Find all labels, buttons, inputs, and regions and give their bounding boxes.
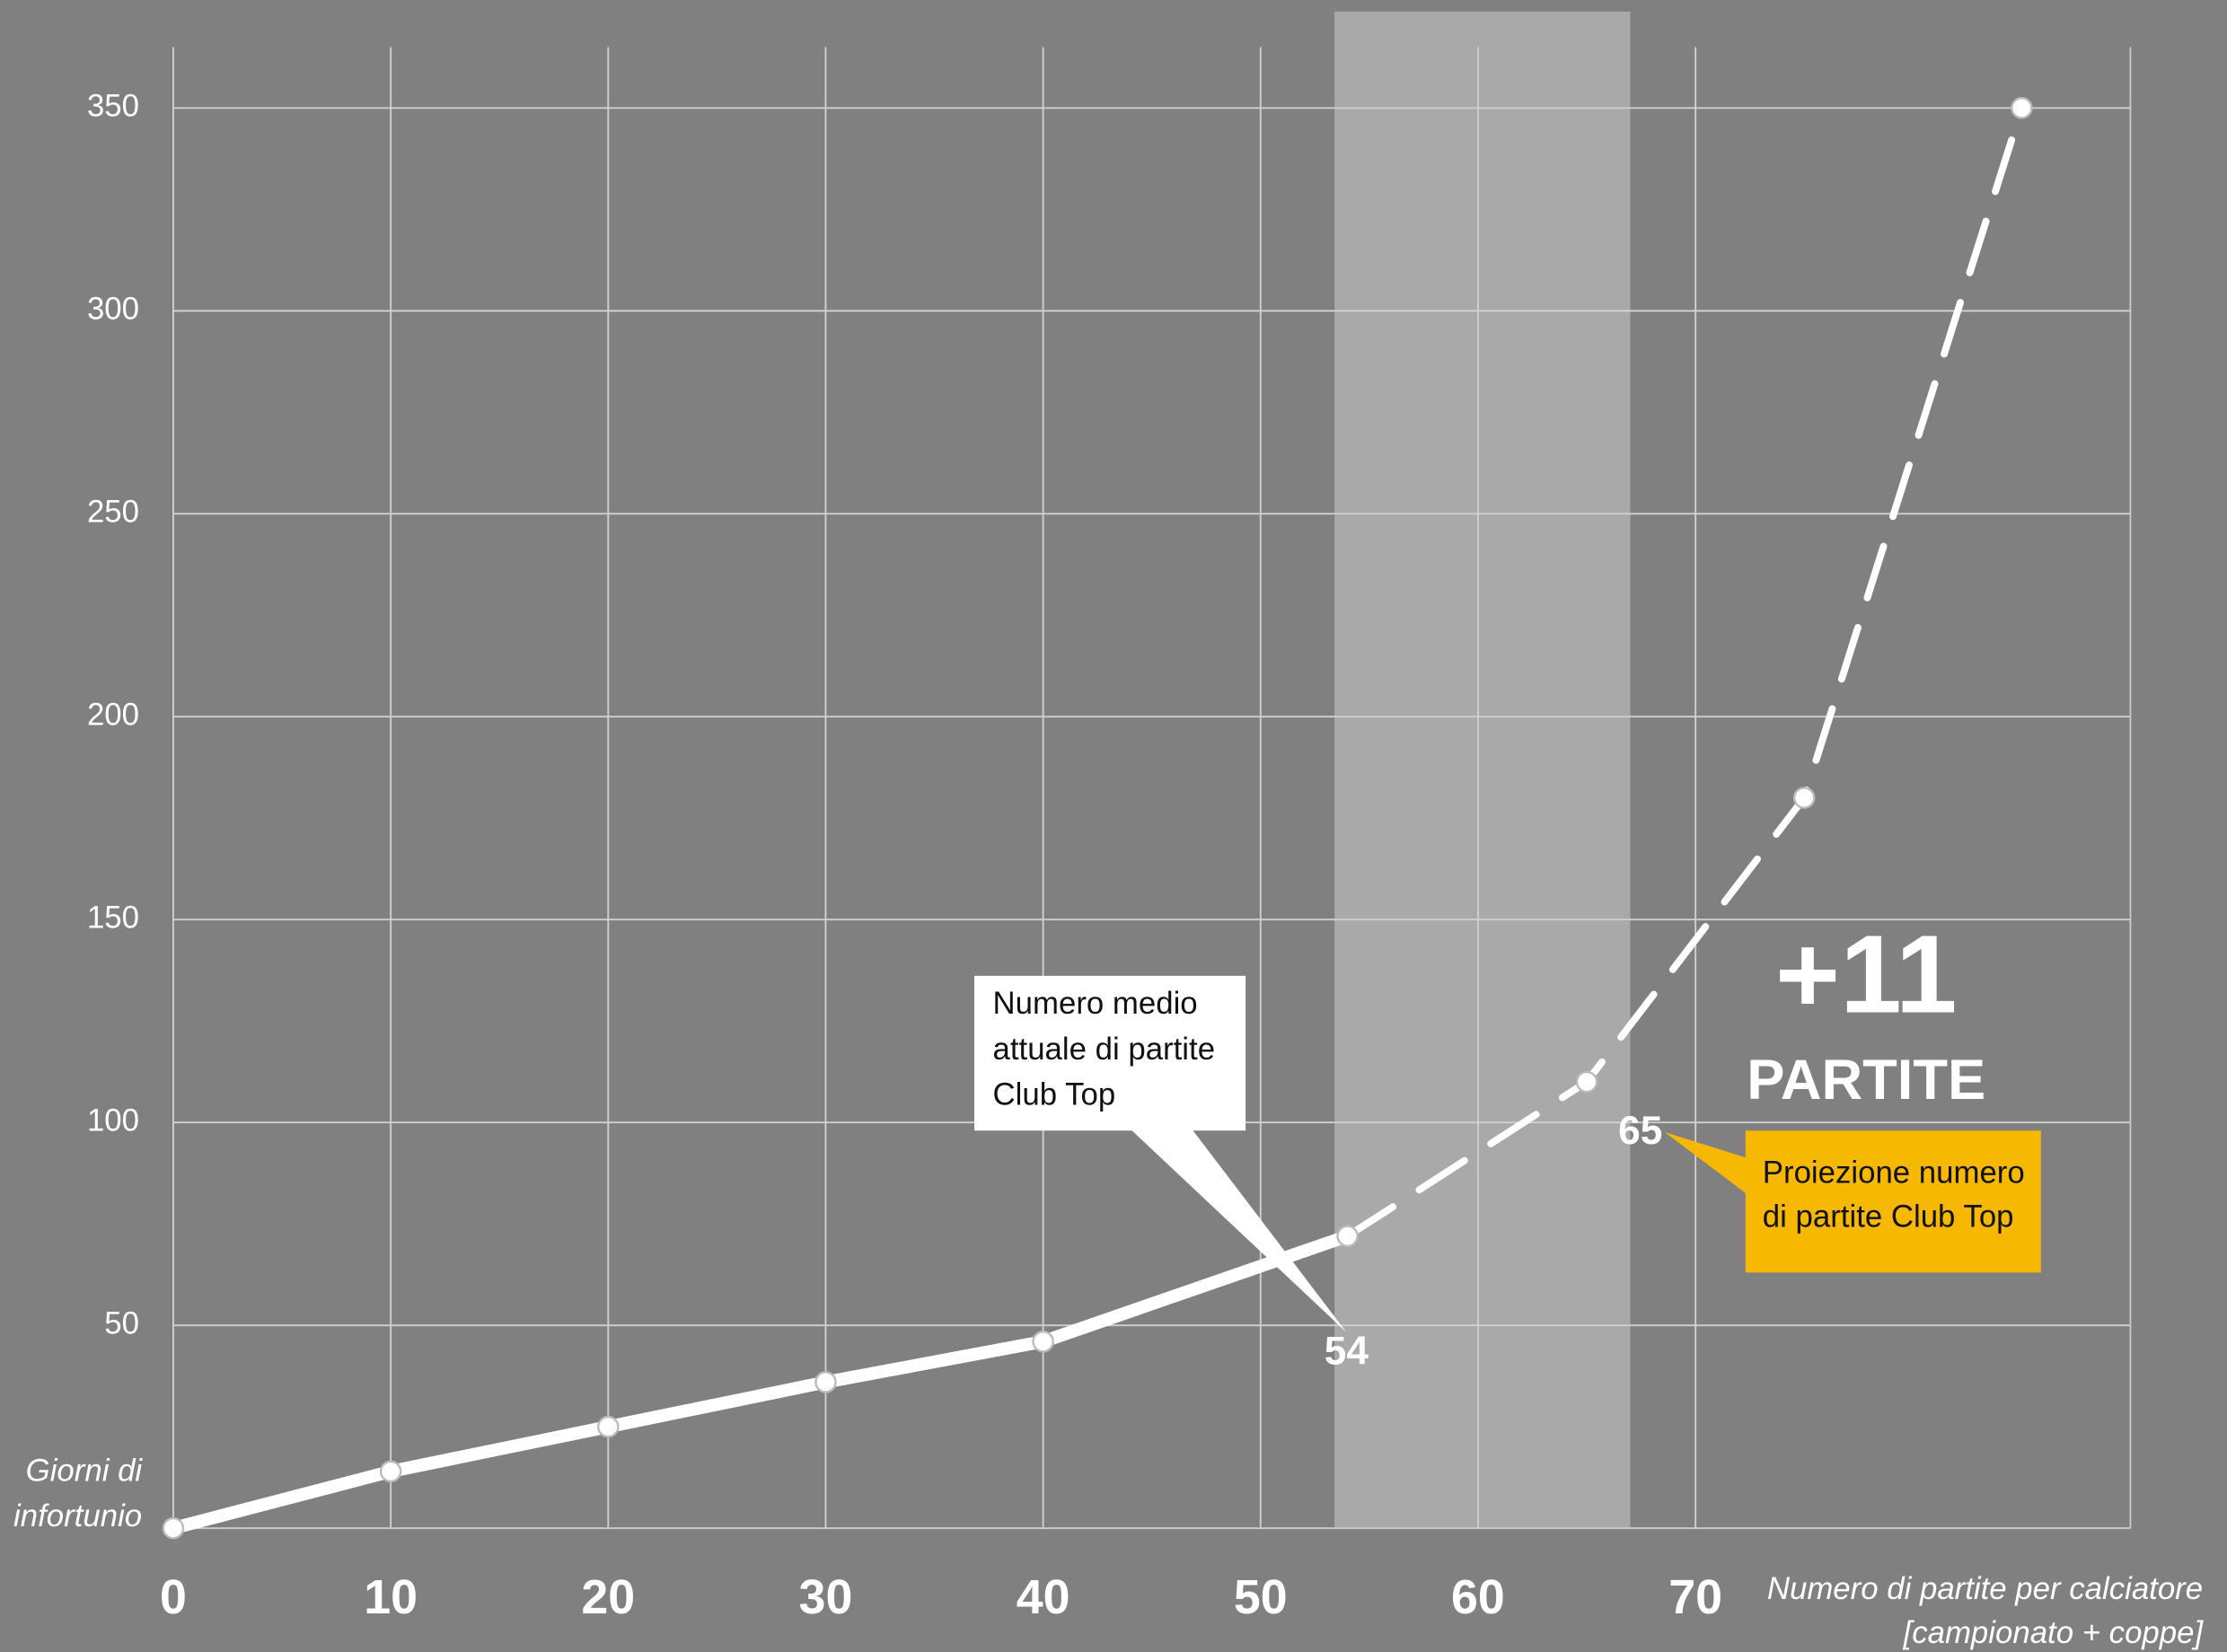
series-line [1343,104,2026,1240]
x-tick-label: 0 [160,1570,187,1624]
x-tick-label: 30 [799,1570,853,1624]
x-tick-label: 70 [1668,1570,1722,1624]
x-tick-label: 10 [364,1570,418,1624]
data-point [814,1371,837,1393]
x-tick-label: 50 [1234,1570,1288,1624]
y-tick-label: 100 [87,1103,139,1138]
y-tick-label: 150 [87,901,139,935]
delta-small: PARTITE [1747,1049,1985,1112]
x-axis-label: [campionato + coppe] [1903,1616,2205,1650]
y-tick-label: 300 [87,292,139,326]
callout-box [1664,1130,2041,1273]
data-point [1792,786,1816,809]
callout-text: di partite Club Top [1763,1200,2014,1235]
data-point [162,1516,185,1540]
y-tick-label: 200 [87,698,139,732]
y-tick-label: 250 [87,495,139,529]
x-tick-label: 40 [1017,1570,1070,1624]
series-line [166,1229,1354,1535]
x-axis-label: Numero di partite per calciatore [1767,1572,2203,1606]
callout-box [974,975,1347,1332]
callout-text: Club Top [993,1077,1116,1112]
y-axis-label: infortunio [13,1499,142,1533]
x-tick-label: 60 [1451,1570,1505,1624]
callout-text: Proiezione numero [1763,1156,2025,1190]
callout-text: attuale di partite [993,1032,1216,1067]
highlight-band [1334,11,1631,1529]
point-label: 65 [1618,1109,1662,1153]
point-label: 54 [1325,1329,1369,1373]
delta-big: +11 [1775,912,1957,1036]
data-point [1575,1070,1598,1094]
data-point [597,1415,620,1438]
data-point [1336,1225,1359,1247]
data-point [379,1460,402,1483]
y-axis-label: Giorni di [26,1454,144,1489]
data-point [2011,97,2033,119]
data-point [1032,1330,1054,1353]
x-tick-label: 20 [581,1570,635,1624]
y-tick-label: 50 [104,1306,139,1340]
y-tick-label: 350 [87,89,139,123]
callout-text: Numero medio [993,987,1198,1021]
